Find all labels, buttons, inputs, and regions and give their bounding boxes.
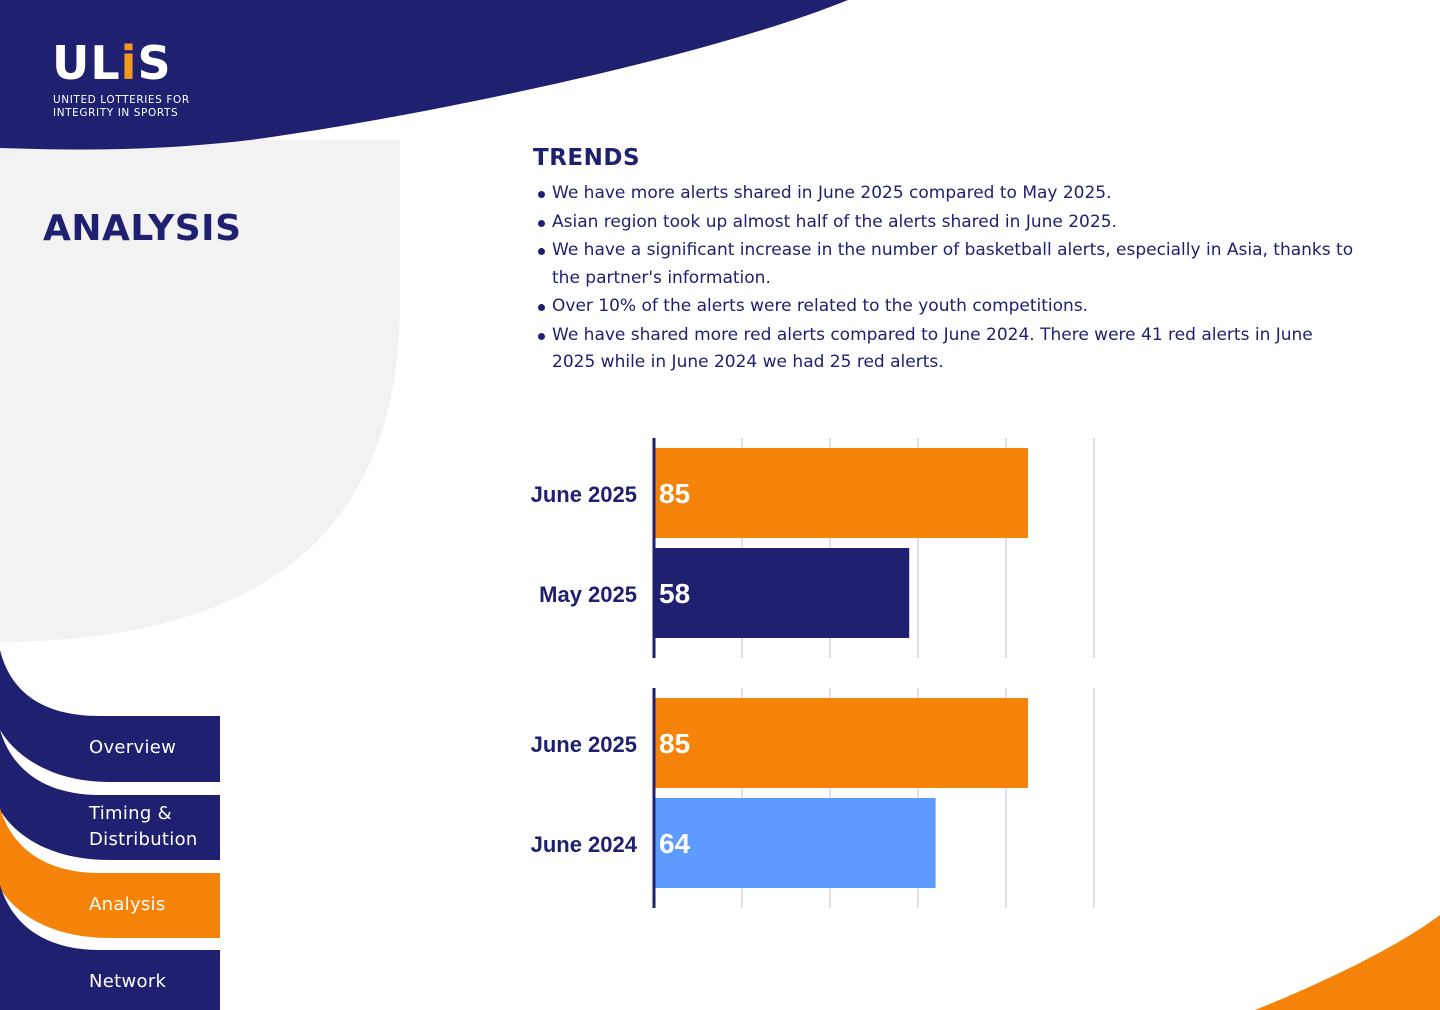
nav-label-overview: Overview	[89, 737, 177, 758]
nav-item-analysis[interactable]: Analysis	[0, 808, 220, 940]
left-gray-panel	[0, 140, 400, 642]
trend-bullet: We have more alerts shared in June 2025 …	[536, 180, 1356, 208]
nav-tab-shape	[0, 808, 220, 938]
ulis-logo: ULiS UNITED LOTTERIES FOR INTEGRITY IN S…	[52, 38, 212, 122]
bar	[654, 448, 1028, 538]
comparison-bar-charts: 85 June 2025 58 May 2025 85 June 2025 64 June 2…	[531, 438, 1095, 908]
nav-tab-shape	[0, 650, 220, 782]
logo-mark: ULiS	[52, 36, 172, 90]
nav-label-analysis: Analysis	[89, 894, 166, 915]
category-label: June 2024	[531, 832, 638, 857]
nav-tab-shape	[0, 730, 220, 860]
trend-bullet: Over 10% of the alerts were related to t…	[536, 293, 1356, 321]
logo-tagline-line1: UNITED LOTTERIES FOR	[53, 94, 190, 106]
trend-bullet: We have shared more red alerts compared …	[536, 322, 1356, 377]
bar	[654, 698, 1028, 788]
trend-bullet: Asian region took up almost half of the …	[536, 209, 1356, 237]
nav-item-network[interactable]: Network	[0, 885, 220, 1010]
bar-chart-1: 85 June 2025 58 May 2025	[531, 438, 1095, 658]
trends-list: We have more alerts shared in June 2025 …	[536, 180, 1356, 378]
bar-chart-2: 85 June 2025 64 June 2024	[531, 688, 1095, 908]
bar-value-label: 58	[659, 578, 690, 609]
bar-value-label: 85	[659, 728, 690, 759]
trend-bullet: We have a significant increase in the nu…	[536, 237, 1356, 292]
bar-value-label: 64	[659, 828, 691, 859]
nav-item-timing-distribution[interactable]: Timing & Distribution	[0, 730, 220, 860]
category-label: June 2025	[531, 482, 637, 507]
top-navy-band	[0, 0, 848, 150]
nav-label-timing: Timing &	[89, 803, 172, 824]
nav-label-network: Network	[89, 971, 167, 992]
nav-item-overview[interactable]: Overview	[0, 650, 220, 782]
bar	[654, 548, 910, 638]
logo-tagline: UNITED LOTTERIES FOR INTEGRITY IN SPORTS	[53, 94, 213, 120]
category-label: June 2025	[531, 732, 637, 757]
bar	[654, 798, 936, 888]
bottom-right-orange-corner	[1255, 915, 1440, 1010]
logo-tagline-line2: INTEGRITY IN SPORTS	[53, 107, 179, 119]
nav-tab-shape	[0, 885, 220, 1010]
bar-value-label: 85	[659, 478, 690, 509]
trends-heading: TRENDS	[533, 145, 641, 171]
nav-label-distribution: Distribution	[89, 829, 198, 850]
category-label: May 2025	[539, 582, 637, 607]
page-title: ANALYSIS	[43, 208, 242, 249]
